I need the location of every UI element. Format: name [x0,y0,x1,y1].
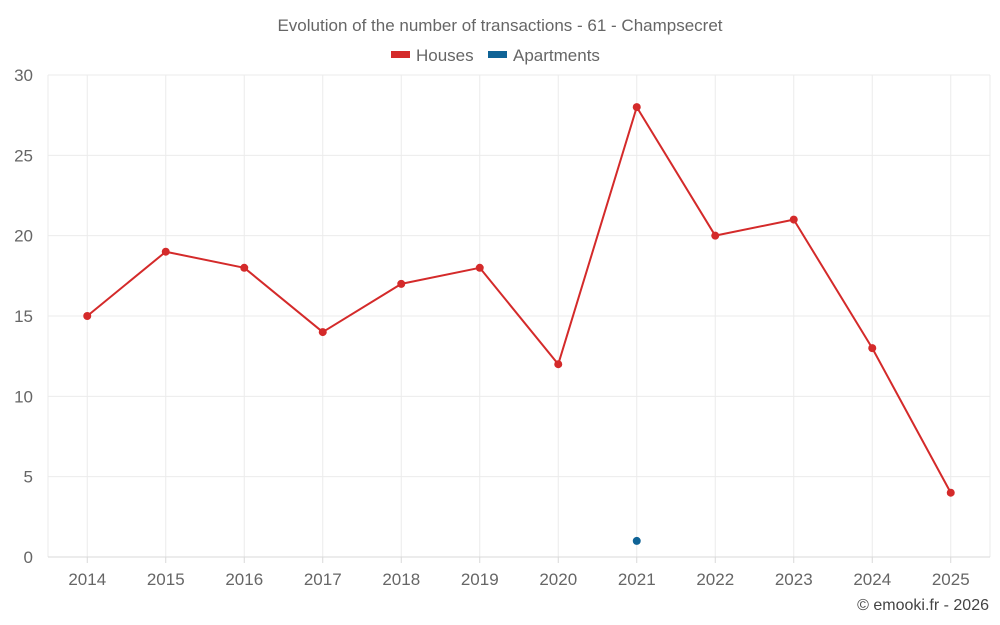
series-layer [83,103,955,545]
houses-data-point [475,263,484,272]
houses-data-point [161,247,170,256]
houses-data-point [789,215,798,224]
x-tick-label: 2021 [618,570,656,589]
y-tick-label: 0 [24,548,33,567]
y-tick-label: 5 [24,468,33,487]
houses-series-line [86,106,952,494]
x-tick-label: 2024 [853,570,891,589]
x-tick-label: 2015 [147,570,185,589]
houses-data-point [397,279,406,288]
y-tick-label: 20 [14,227,33,246]
legend: Houses Apartments [391,46,600,65]
houses-data-point [554,360,563,369]
legend-label-apartments: Apartments [513,46,600,65]
legend-label-houses: Houses [416,46,474,65]
x-tick-label: 2025 [932,570,970,589]
legend-swatch-apartments [488,51,507,58]
houses-data-point [868,344,877,353]
houses-data-point [83,312,92,320]
apartments-data-point [632,536,641,545]
x-tick-label: 2019 [461,570,499,589]
houses-data-point [318,328,327,337]
x-tick-label: 2014 [68,570,106,589]
houses-data-point [240,263,249,272]
y-tick-label: 25 [14,146,33,165]
y-tick-label: 10 [14,387,33,406]
houses-data-point [632,103,641,112]
x-tick-label: 2020 [539,570,577,589]
x-tick-label: 2018 [382,570,420,589]
houses-data-point [946,488,955,497]
chart-title: Evolution of the number of transactions … [277,16,722,35]
x-tick-label: 2016 [225,570,263,589]
x-tick-label: 2022 [696,570,734,589]
y-tick-label: 15 [14,307,33,326]
copyright-credit: © emooki.fr - 2026 [857,597,989,614]
grid [47,74,991,557]
houses-data-point [711,231,720,240]
x-tick-label: 2017 [304,570,342,589]
y-tick-label: 30 [14,66,33,85]
legend-swatch-houses [391,51,410,58]
x-tick-label: 2023 [775,570,813,589]
